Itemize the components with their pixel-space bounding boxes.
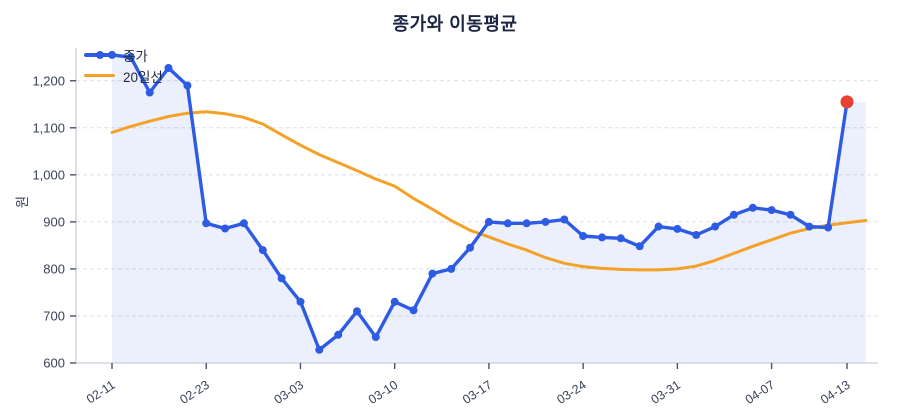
close-point-marker [447,264,456,273]
close-point-marker [239,219,248,228]
close-point-marker [673,224,682,233]
x-tick-label: 03-03 [272,378,306,407]
y-tick-label: 600 [43,356,65,371]
close-point-marker [164,64,173,72]
y-tick-label: 900 [43,214,65,229]
y-tick-label: 1,100 [32,120,65,135]
x-tick-label: 04-13 [818,378,852,407]
last-point-marker [840,95,854,109]
close-point-marker [748,203,757,212]
y-tick-label: 1,200 [32,73,65,88]
close-point-marker [258,246,267,255]
chart-title: 종가와 이동평균 [392,14,518,34]
close-point-marker [824,223,833,232]
close-point-marker [145,88,154,97]
close-point-marker [315,345,324,354]
close-line [110,53,849,352]
close-point-marker [560,215,569,224]
close-point-marker [428,269,437,278]
y-tick-label: 1,000 [32,167,65,182]
legend: 종가 20일선 [84,44,163,86]
close-point-marker [692,231,701,239]
close-area-fill [112,54,866,364]
x-tick-label: 03-31 [649,378,683,407]
close-point-marker [126,53,135,62]
close-point-marker [654,222,663,231]
close-point-marker [221,224,230,233]
close-point-marker [296,297,305,306]
close-point-marker [409,306,418,315]
close-point-marker [466,243,475,252]
legend-item-close: 종가 [84,44,163,65]
x-tick-label: 02-23 [177,378,211,407]
close-line-swatch [84,50,115,59]
close-point-marker [767,206,776,215]
ma-line-swatch [84,74,115,77]
legend-label-ma: 20일선 [123,69,163,85]
close-point-marker [786,210,795,219]
x-tick-label: 04-07 [743,378,777,407]
close-point-marker [202,219,211,228]
y-axis-label: 원 [15,195,30,209]
close-point-marker [484,217,493,226]
ma-line [110,110,868,272]
close-point-marker [805,222,814,231]
close-point-marker [390,297,399,306]
close-point-marker [503,219,512,228]
legend-label-close: 종가 [123,48,148,64]
close-point-marker [371,333,380,342]
close-point-marker [334,330,343,339]
close-point-marker [729,210,738,219]
close-point-marker [616,234,625,243]
close-point-marker [598,233,606,242]
close-point-marker [711,222,720,231]
close-point-marker [579,232,588,240]
x-tick-label: 03-24 [554,378,588,407]
y-tick-label: 800 [43,261,65,276]
close-point-marker [353,307,361,316]
close-marker-dot [96,50,104,59]
close-point-marker [277,274,286,283]
close-point-marker [522,219,531,228]
close-point-marker [635,242,644,251]
x-tick-label: 03-10 [366,378,400,407]
close-point-marker [541,217,550,226]
close-point-marker [183,81,192,90]
x-tick-label: 03-17 [460,378,494,407]
x-tick-label: 02-11 [84,378,118,407]
legend-item-ma: 20일선 [84,65,163,86]
y-tick-label: 700 [43,308,65,323]
